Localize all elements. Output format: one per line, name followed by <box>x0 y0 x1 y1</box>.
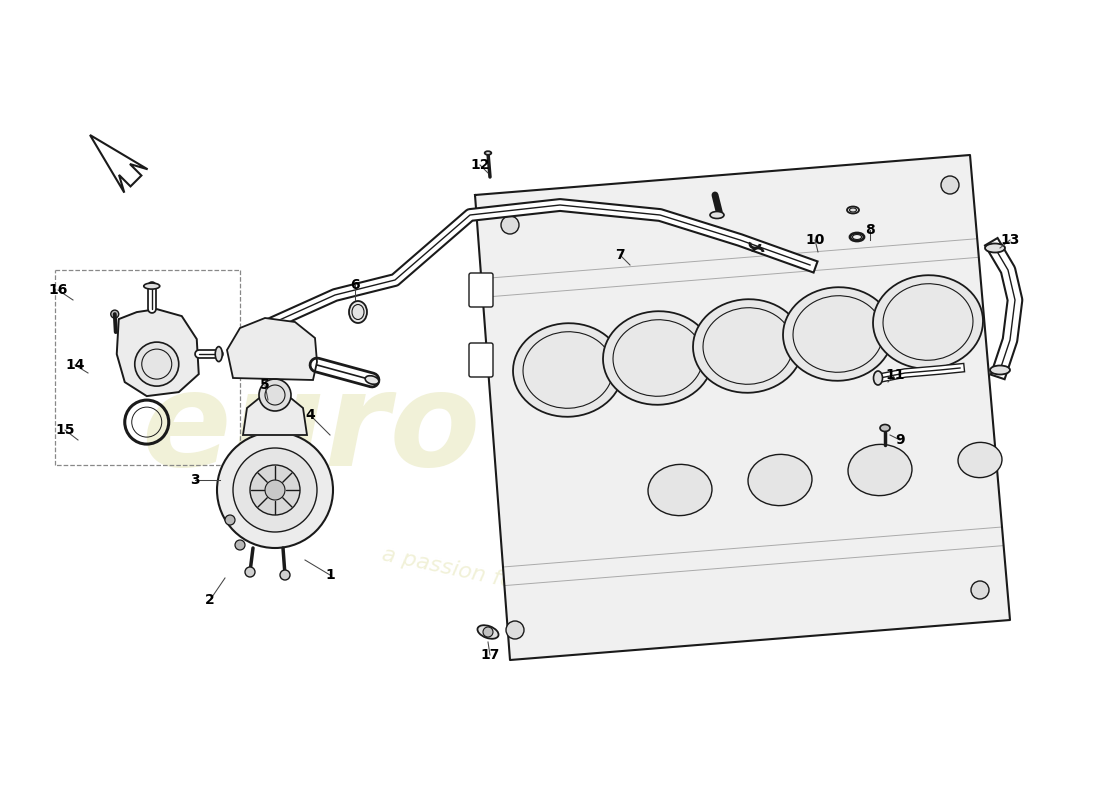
Text: 13: 13 <box>1000 233 1020 247</box>
Circle shape <box>217 432 333 548</box>
Circle shape <box>134 342 178 386</box>
Text: 5: 5 <box>260 378 270 392</box>
Circle shape <box>940 176 959 194</box>
Polygon shape <box>475 155 1010 660</box>
Text: 16: 16 <box>48 283 68 297</box>
FancyBboxPatch shape <box>469 343 493 377</box>
Circle shape <box>111 310 119 318</box>
Text: 4: 4 <box>305 408 315 422</box>
Text: 9: 9 <box>895 433 905 447</box>
Text: a passion for Autos since 1985: a passion for Autos since 1985 <box>381 545 719 635</box>
Ellipse shape <box>216 346 222 362</box>
Text: 8: 8 <box>865 223 874 237</box>
Ellipse shape <box>990 366 1010 374</box>
Ellipse shape <box>349 301 367 323</box>
Ellipse shape <box>484 151 492 155</box>
Ellipse shape <box>603 311 713 405</box>
Ellipse shape <box>984 243 1005 253</box>
Text: parts: parts <box>500 366 891 494</box>
Text: 10: 10 <box>805 233 825 247</box>
Ellipse shape <box>365 376 378 384</box>
Text: 3: 3 <box>190 473 200 487</box>
Text: 7: 7 <box>615 248 625 262</box>
Text: euro: euro <box>141 366 480 494</box>
Ellipse shape <box>847 206 859 214</box>
Ellipse shape <box>693 299 803 393</box>
Ellipse shape <box>144 283 159 289</box>
Circle shape <box>506 621 524 639</box>
Text: 11: 11 <box>886 368 904 382</box>
Polygon shape <box>117 309 199 396</box>
Circle shape <box>280 570 290 580</box>
Circle shape <box>265 480 285 500</box>
Ellipse shape <box>873 371 882 385</box>
Circle shape <box>235 540 245 550</box>
Circle shape <box>258 379 292 411</box>
Circle shape <box>226 515 235 525</box>
Circle shape <box>971 581 989 599</box>
Ellipse shape <box>648 464 712 516</box>
Circle shape <box>250 465 300 515</box>
Ellipse shape <box>848 444 912 496</box>
Ellipse shape <box>958 442 1002 478</box>
Circle shape <box>500 216 519 234</box>
FancyBboxPatch shape <box>469 273 493 307</box>
Circle shape <box>233 448 317 532</box>
Polygon shape <box>227 318 317 380</box>
Text: 2: 2 <box>205 593 214 607</box>
Text: 15: 15 <box>55 423 75 437</box>
Text: 1: 1 <box>326 568 334 582</box>
Circle shape <box>245 567 255 577</box>
Ellipse shape <box>710 211 724 218</box>
Text: 14: 14 <box>65 358 85 372</box>
Circle shape <box>483 627 493 637</box>
Text: 1985: 1985 <box>710 295 911 365</box>
Text: 17: 17 <box>481 648 499 662</box>
Ellipse shape <box>880 425 890 431</box>
Ellipse shape <box>513 323 623 417</box>
Ellipse shape <box>783 287 893 381</box>
Ellipse shape <box>748 454 812 506</box>
Ellipse shape <box>873 275 983 369</box>
Text: 6: 6 <box>350 278 360 292</box>
Ellipse shape <box>477 626 498 638</box>
Polygon shape <box>243 395 307 435</box>
Text: 12: 12 <box>471 158 490 172</box>
